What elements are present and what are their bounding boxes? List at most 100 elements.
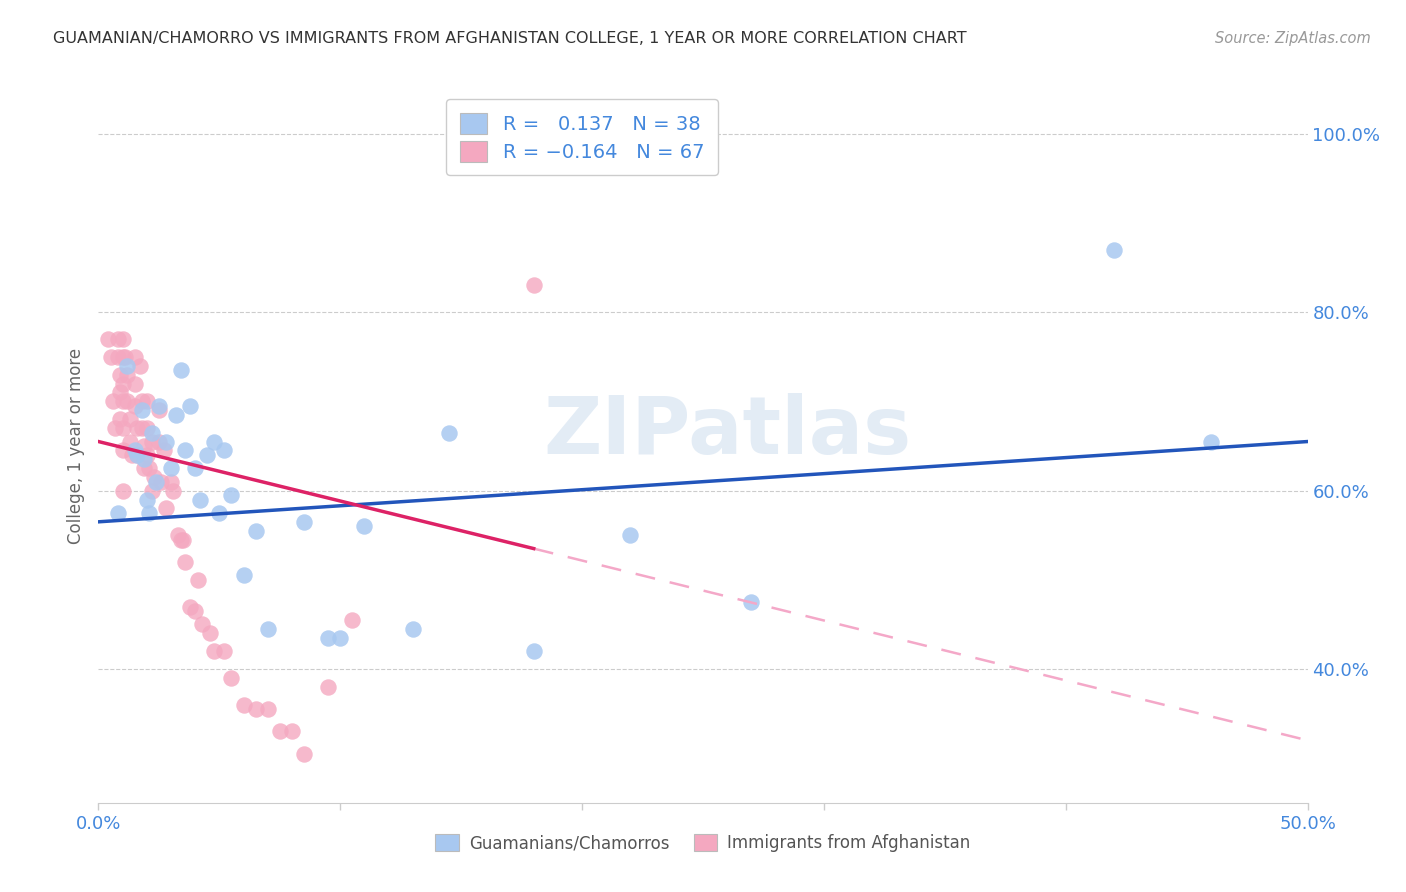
Point xyxy=(198,626,221,640)
Point xyxy=(188,492,211,507)
Text: ZIPatlas: ZIPatlas xyxy=(543,392,911,471)
Point xyxy=(155,434,177,449)
Point xyxy=(127,421,149,435)
Point xyxy=(124,399,146,413)
Point xyxy=(292,515,315,529)
Point xyxy=(353,519,375,533)
Point xyxy=(138,461,160,475)
Point xyxy=(131,403,153,417)
Point xyxy=(141,425,163,440)
Point xyxy=(204,434,226,449)
Point xyxy=(245,524,267,538)
Point xyxy=(135,421,157,435)
Point xyxy=(111,350,134,364)
Point xyxy=(281,724,304,739)
Point xyxy=(174,555,197,569)
Point xyxy=(127,448,149,462)
Point xyxy=(118,434,141,449)
Point xyxy=(135,394,157,409)
Point xyxy=(148,434,170,449)
Point xyxy=(523,278,546,293)
Point xyxy=(143,470,166,484)
Point xyxy=(131,394,153,409)
Point xyxy=(97,332,120,346)
Point xyxy=(114,350,136,364)
Point xyxy=(135,448,157,462)
Point xyxy=(100,350,122,364)
Point xyxy=(232,698,254,712)
Point xyxy=(127,448,149,462)
Point xyxy=(131,421,153,435)
Point xyxy=(148,403,170,417)
Point xyxy=(108,385,131,400)
Point xyxy=(329,631,352,645)
Point xyxy=(111,483,134,498)
Point xyxy=(179,599,201,614)
Point xyxy=(108,412,131,426)
Point xyxy=(111,394,134,409)
Point xyxy=(101,394,124,409)
Point xyxy=(128,359,150,373)
Point xyxy=(107,506,129,520)
Point xyxy=(107,350,129,364)
Point xyxy=(256,702,278,716)
Point xyxy=(184,604,207,618)
Point xyxy=(155,501,177,516)
Point xyxy=(204,644,226,658)
Point xyxy=(184,461,207,475)
Point xyxy=(135,492,157,507)
Point xyxy=(107,332,129,346)
Point xyxy=(169,363,191,377)
Point xyxy=(134,452,156,467)
Point xyxy=(292,747,315,761)
Point xyxy=(104,421,127,435)
Point xyxy=(111,443,134,458)
Point xyxy=(134,461,156,475)
Point xyxy=(124,350,146,364)
Point xyxy=(117,368,139,382)
Point xyxy=(619,528,641,542)
Point xyxy=(437,425,460,440)
Point xyxy=(150,475,173,489)
Point xyxy=(165,408,187,422)
Point xyxy=(148,399,170,413)
Point xyxy=(212,443,235,458)
Legend: Guamanians/Chamorros, Immigrants from Afghanistan: Guamanians/Chamorros, Immigrants from Af… xyxy=(429,827,977,859)
Point xyxy=(124,376,146,391)
Point xyxy=(121,448,143,462)
Point xyxy=(221,488,243,502)
Text: Source: ZipAtlas.com: Source: ZipAtlas.com xyxy=(1215,31,1371,46)
Point xyxy=(145,475,167,489)
Point xyxy=(117,359,139,373)
Point xyxy=(124,443,146,458)
Point xyxy=(179,399,201,413)
Point xyxy=(108,368,131,382)
Point xyxy=(172,533,194,547)
Point xyxy=(1102,243,1125,257)
Point xyxy=(134,439,156,453)
Point xyxy=(208,506,231,520)
Point xyxy=(523,644,546,658)
Point xyxy=(169,533,191,547)
Point xyxy=(316,631,339,645)
Point xyxy=(174,443,197,458)
Point xyxy=(221,671,243,685)
Point xyxy=(195,448,218,462)
Point xyxy=(232,568,254,582)
Point xyxy=(212,644,235,658)
Point xyxy=(117,394,139,409)
Point xyxy=(191,617,214,632)
Point xyxy=(152,443,174,458)
Point xyxy=(138,506,160,520)
Point xyxy=(269,724,291,739)
Point xyxy=(740,595,762,609)
Point xyxy=(111,376,134,391)
Point xyxy=(167,528,190,542)
Text: GUAMANIAN/CHAMORRO VS IMMIGRANTS FROM AFGHANISTAN COLLEGE, 1 YEAR OR MORE CORREL: GUAMANIAN/CHAMORRO VS IMMIGRANTS FROM AF… xyxy=(53,31,967,46)
Point xyxy=(402,622,425,636)
Point xyxy=(160,461,183,475)
Point xyxy=(245,702,267,716)
Point xyxy=(316,680,339,694)
Point xyxy=(1199,434,1222,449)
Point xyxy=(160,475,183,489)
